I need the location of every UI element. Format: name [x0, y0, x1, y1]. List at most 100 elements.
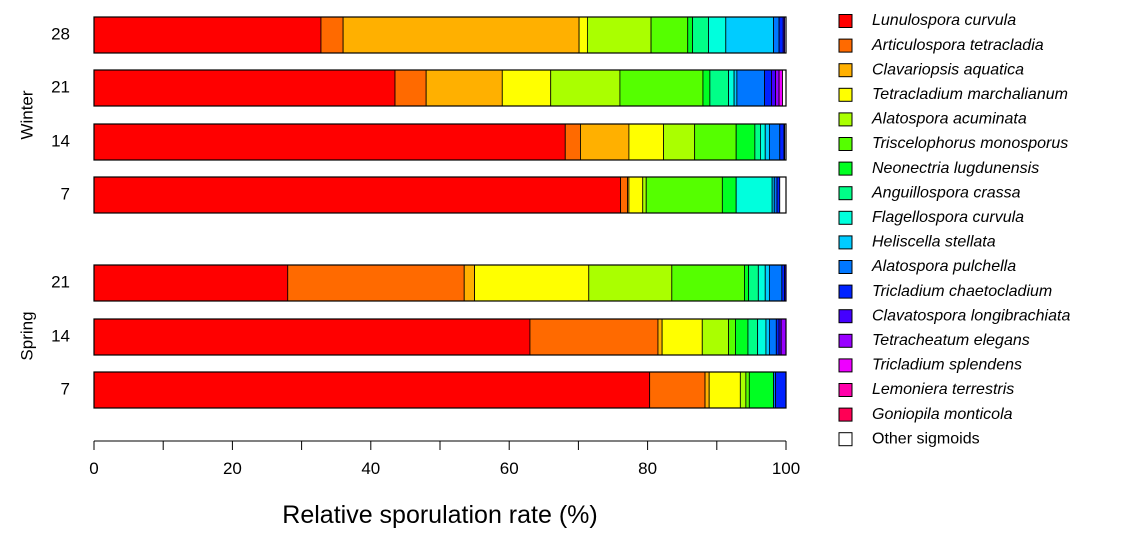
legend-label: Other sigmoids [872, 430, 980, 447]
bar-segment [775, 69, 780, 107]
legend-swatch [838, 186, 853, 201]
bar-segment [748, 264, 759, 302]
bar-segment [757, 264, 766, 302]
bar-segment [768, 123, 781, 161]
bar-segment [782, 16, 786, 54]
legend-label: Triscelophorus monosporus [872, 135, 1068, 152]
x-tick-label: 0 [89, 459, 98, 478]
bar-segment [93, 123, 566, 161]
bar-segment [775, 371, 787, 409]
legend-label: Alatospora acuminata [871, 111, 1027, 128]
bar-segment [580, 123, 630, 161]
bar-segment [773, 176, 778, 214]
bar-segment [620, 176, 628, 214]
y-tick-label: 14 [51, 326, 70, 345]
legend-label: Heliscella stellata [872, 234, 996, 251]
bar-segment [529, 318, 659, 356]
bar-segment [692, 16, 709, 54]
x-tick-label: 100 [772, 459, 800, 478]
x-tick-label: 40 [361, 459, 380, 478]
bar-segment [287, 264, 465, 302]
group-label: Winter [17, 90, 36, 139]
bar-outline [93, 176, 787, 214]
bar-segment [704, 371, 710, 409]
bar-segment [474, 264, 590, 302]
legend-label: Tricladium chaetocladium [872, 283, 1052, 300]
legend-label: Clavariopsis aquatica [872, 61, 1024, 78]
legend-swatch [838, 63, 853, 78]
bar-segment [701, 318, 729, 356]
legend-swatch [838, 284, 853, 299]
bar-segment [778, 69, 783, 107]
y-tick-label: 28 [51, 24, 70, 43]
bar-segment [588, 264, 673, 302]
bar-segment [725, 16, 774, 54]
legend-label: Tetracladium marchalianum [872, 86, 1068, 103]
bar-segment [775, 318, 780, 356]
bar-segment [708, 371, 741, 409]
bar-segment [425, 69, 503, 107]
bar-outline [93, 371, 787, 409]
bar-segment [463, 264, 476, 302]
bar-segment [764, 123, 770, 161]
bar-segment [728, 69, 735, 107]
legend-swatch [838, 161, 853, 176]
bar-segment [733, 69, 738, 107]
legend-swatch [838, 432, 853, 447]
bar-outline [93, 318, 787, 356]
legend-label: Anguillospora crassa [871, 184, 1021, 201]
bar-outline [93, 16, 787, 54]
bars-layer [93, 16, 787, 409]
bar-segment [739, 371, 747, 409]
legend-swatch [838, 333, 853, 348]
bar-segment [578, 16, 588, 54]
bar-segment [93, 371, 651, 409]
bar-segment [747, 318, 759, 356]
bar-segment [768, 264, 783, 302]
legend-swatch [838, 260, 853, 274]
bar-segment [781, 264, 786, 302]
bar-segment [320, 16, 344, 54]
y-tick-label: 21 [51, 272, 70, 291]
legend-swatch [838, 309, 853, 324]
legend-swatch [838, 137, 853, 151]
bar-segment [687, 16, 693, 54]
bar-segment [619, 69, 704, 107]
legend-swatch [838, 38, 853, 53]
legend-label: Clavatospora longibrachiata [872, 307, 1070, 324]
bar-segment [93, 16, 322, 54]
bar-segment [764, 69, 772, 107]
legend-swatch [838, 358, 853, 373]
legend-label: Goniopila monticola [872, 406, 1013, 423]
bar-segment [93, 69, 396, 107]
legend-swatch [838, 383, 853, 397]
y-tick-label: 7 [61, 379, 70, 398]
y-axis-labels: 28 21 14 7 21 14 7 [51, 24, 70, 398]
bar-segment [776, 176, 781, 214]
bar-segment [657, 318, 663, 356]
bar-segment [778, 16, 784, 54]
bar-segment [342, 16, 580, 54]
legend-swatch [838, 87, 853, 102]
bar-segment [748, 371, 774, 409]
bar-segment [650, 16, 689, 54]
legend-label: Lunulospora curvula [872, 12, 1016, 29]
bar-segment [642, 176, 647, 214]
bar-segment [768, 318, 777, 356]
bar-segment [779, 176, 787, 214]
bar-segment [765, 318, 770, 356]
bar-segment [93, 318, 531, 356]
bar-segment [735, 318, 749, 356]
bar-segment [754, 123, 761, 161]
x-axis-title: Relative sporulation rate (%) [282, 501, 597, 529]
bar-segment [671, 264, 745, 302]
bar-segment [780, 318, 787, 356]
bar-segment [728, 318, 736, 356]
y-tick-label: 21 [51, 77, 70, 96]
x-tick-label: 20 [223, 459, 242, 478]
bar-segment [587, 16, 652, 54]
legend-swatch [838, 235, 853, 250]
bar-segment [93, 264, 289, 302]
group-label: Spring [17, 311, 36, 360]
